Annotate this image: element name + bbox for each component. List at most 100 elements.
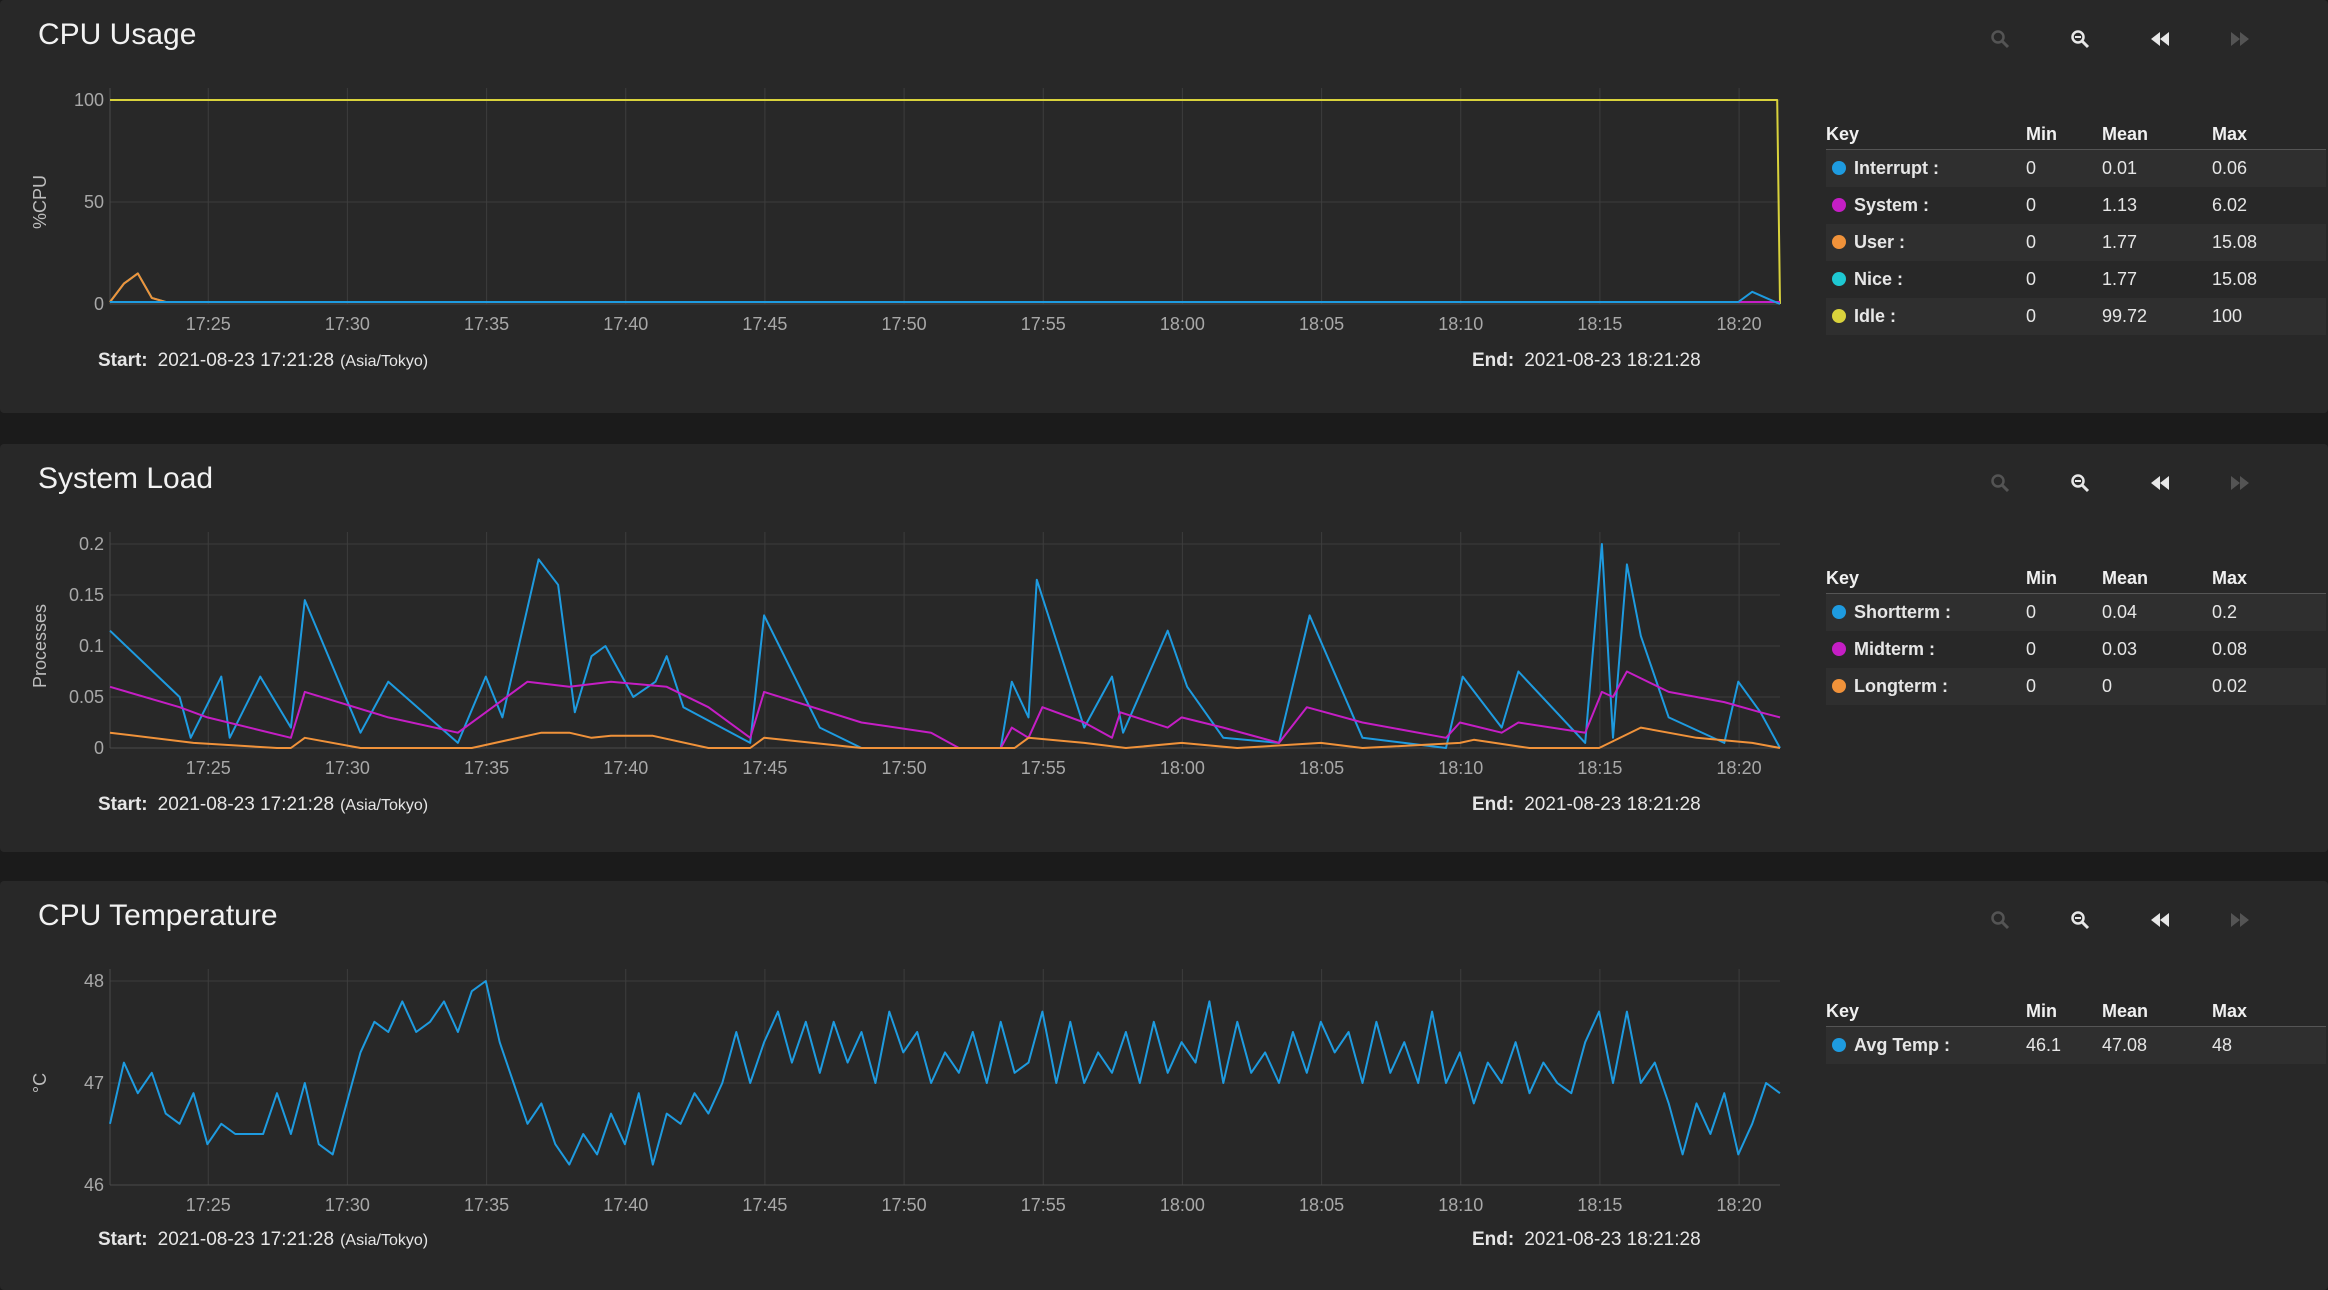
- legend-series-label: Idle :: [1826, 298, 2026, 335]
- y-tick-label: 0.1: [79, 636, 104, 656]
- legend-min-value: 0: [2026, 224, 2102, 261]
- x-tick-label: 18:00: [1160, 314, 1205, 334]
- x-tick-label: 17:45: [742, 314, 787, 334]
- x-tick-label: 17:30: [325, 1195, 370, 1215]
- end-value: 2021-08-23 18:21:28: [1524, 794, 1701, 815]
- x-tick-label: 18:05: [1299, 1195, 1344, 1215]
- x-tick-label: 18:15: [1577, 314, 1622, 334]
- zoom-in-icon: [1990, 910, 2010, 930]
- legend-row[interactable]: User :0 1.77 15.08: [1826, 224, 2326, 261]
- y-tick-label: 100: [74, 90, 104, 110]
- x-tick-label: 17:40: [603, 314, 648, 334]
- legend-mean-value: 0.04: [2102, 593, 2212, 631]
- cpu-temperature-panel: CPU Temperature 46 47 48 17:25 17:30 17:35 17:…: [0, 881, 2328, 1290]
- step-back-button[interactable]: [2140, 903, 2180, 937]
- x-tick-label: 18:20: [1717, 758, 1762, 778]
- timezone: (Asia/Tokyo): [340, 1232, 429, 1249]
- legend-row[interactable]: Nice :0 1.77 15.08: [1826, 261, 2326, 298]
- legend-row[interactable]: System :0 1.13 6.02: [1826, 187, 2326, 224]
- legend-min-value: 0: [2026, 149, 2102, 187]
- cpu-usage-panel: CPU Usage 0 50 100 17:25 17:30 17:35 17:40 17:4…: [0, 0, 2328, 413]
- legend-series-label: Nice :: [1826, 261, 2026, 298]
- cpu-temperature-chart: 46 47 48 17:25 17:30 17:35 17:40 17:45 17:50 17:5…: [30, 969, 1781, 1215]
- series-line-nice: [109, 272, 1780, 303]
- legend-key-header: Key: [1826, 562, 2026, 594]
- legend-row[interactable]: Longterm :0 0 0.02: [1826, 668, 2326, 705]
- zoom-out-icon: [2070, 29, 2090, 49]
- legend-max-value: 0.02: [2212, 668, 2326, 705]
- step-forward-button[interactable]: [2220, 22, 2260, 56]
- zoom-in-icon: [1990, 473, 2010, 493]
- step-forward-button[interactable]: [2220, 903, 2260, 937]
- y-tick-label: 0.15: [69, 585, 104, 605]
- legend-key-header: Key: [1826, 118, 2026, 150]
- step-back-button[interactable]: [2140, 22, 2180, 56]
- legend-mean-value: 0.03: [2102, 639, 2138, 659]
- legend-mean-value: 1.13: [2102, 195, 2138, 215]
- start-value: 2021-08-23 17:21:28: [157, 794, 335, 815]
- start-value: 2021-08-23 17:21:28: [157, 1229, 335, 1250]
- legend-min-value: 0: [2026, 195, 2037, 215]
- legend-series-label: Longterm :: [1826, 668, 2026, 705]
- start-value: 2021-08-23 17:21:28: [157, 350, 335, 371]
- legend-max-header: Max: [2212, 995, 2326, 1027]
- legend-header-row: Key Min Mean Max: [1826, 562, 2326, 594]
- step-back-button[interactable]: [2140, 466, 2180, 500]
- cpu-usage-legend: Key Min Mean Max Interrupt :0 0.01 0.06 System …: [1826, 118, 2326, 335]
- legend-max-value: 100: [2212, 298, 2326, 335]
- y-axis-label: Processes: [30, 604, 50, 688]
- step-forward-button[interactable]: [2220, 466, 2260, 500]
- legend-row[interactable]: Avg Temp :46.1 47.08 48: [1826, 1026, 2326, 1064]
- chart-toolbar: [1980, 22, 2280, 56]
- x-tick-label: 18:20: [1717, 314, 1762, 334]
- legend-max-value: 0.08: [2212, 639, 2248, 659]
- x-tick-label: 17:45: [742, 1195, 787, 1215]
- legend-mean-value: 0: [2102, 668, 2212, 705]
- series-line-interrupt: [110, 290, 1781, 305]
- zoom-in-button[interactable]: [1980, 466, 2020, 500]
- legend-color-swatch: [1832, 198, 1846, 212]
- zoom-out-button[interactable]: [2060, 466, 2100, 500]
- x-tick-label: 18:00: [1160, 758, 1205, 778]
- panel-title: System Load: [38, 462, 214, 495]
- series-line-midterm: [109, 670, 1781, 749]
- legend-color-swatch: [1832, 235, 1846, 249]
- start-label: Start:: [98, 1229, 148, 1250]
- legend-mean-value: 1.77: [2102, 224, 2212, 261]
- legend-row[interactable]: Interrupt :0 0.01 0.06: [1826, 149, 2326, 187]
- y-tick-label: 0.05: [69, 687, 104, 707]
- y-tick-label: 46: [84, 1175, 104, 1195]
- x-tick-label: 17:40: [603, 758, 648, 778]
- legend-row[interactable]: Midterm :0 0.03 0.08: [1826, 631, 2326, 668]
- y-axis-label: %CPU: [30, 175, 50, 229]
- zoom-out-icon: [2070, 910, 2090, 930]
- legend-header-row: Key Min Mean Max: [1826, 118, 2326, 150]
- y-tick-label: 0: [94, 738, 104, 758]
- zoom-out-icon: [2070, 473, 2090, 493]
- legend-max-value: 15.08: [2212, 224, 2326, 261]
- legend-row[interactable]: Shortterm :0 0.04 0.2: [1826, 593, 2326, 631]
- x-tick-label: 18:15: [1577, 758, 1622, 778]
- series-line-idle: [110, 99, 1781, 305]
- y-tick-label: 0: [94, 294, 104, 314]
- zoom-out-button[interactable]: [2060, 22, 2100, 56]
- x-tick-label: 17:50: [882, 1195, 927, 1215]
- legend-min-header: Min: [2026, 562, 2102, 594]
- cpu-temperature-legend: Key Min Mean Max Avg Temp :46.1 47.08 48: [1826, 995, 2326, 1064]
- legend-min-value: 46.1: [2026, 1026, 2102, 1064]
- legend-header-row: Key Min Mean Max: [1826, 995, 2326, 1027]
- end-value: 2021-08-23 18:21:28: [1524, 350, 1701, 371]
- y-tick-label: 0.2: [79, 534, 104, 554]
- legend-color-swatch: [1832, 642, 1846, 656]
- x-tick-label: 18:05: [1299, 758, 1344, 778]
- zoom-in-button[interactable]: [1980, 22, 2020, 56]
- legend-row[interactable]: Idle :0 99.72 100: [1826, 298, 2326, 335]
- fast-forward-icon: [2230, 913, 2250, 927]
- end-label: End:: [1472, 1229, 1515, 1250]
- zoom-in-button[interactable]: [1980, 903, 2020, 937]
- x-tick-label: 17:25: [186, 1195, 231, 1215]
- zoom-out-button[interactable]: [2060, 903, 2100, 937]
- x-tick-label: 17:55: [1021, 758, 1066, 778]
- system-load-chart: 0 0.05 0.1 0.15 0.2 17:25 17:30 17:35 17:40 17:45…: [30, 532, 1781, 778]
- chart-toolbar: [1980, 903, 2280, 937]
